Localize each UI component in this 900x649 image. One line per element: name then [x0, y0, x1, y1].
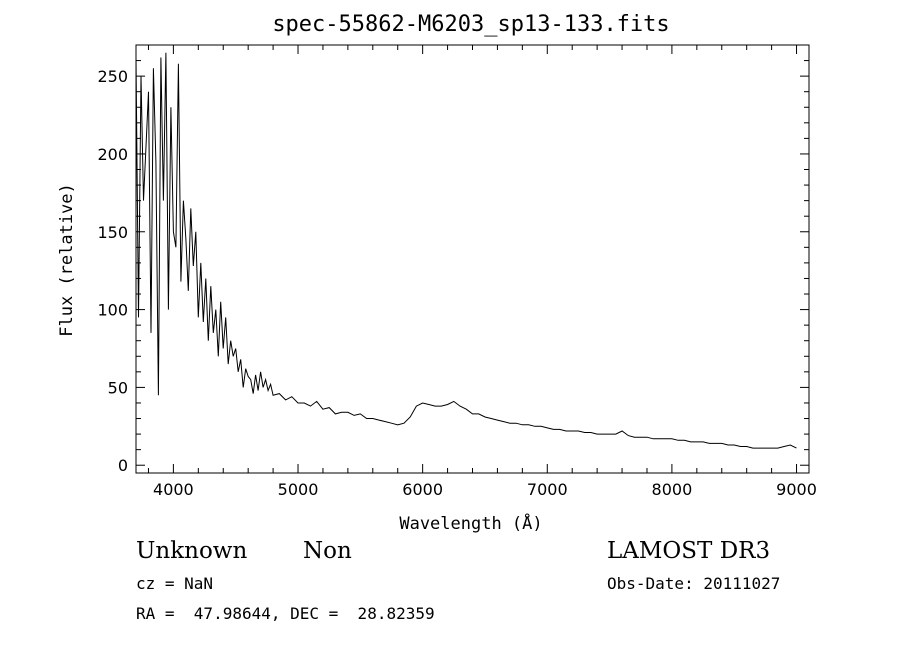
x-tick-label: 8000: [652, 480, 693, 499]
y-tick-label: 150: [97, 223, 128, 242]
y-tick-label: 50: [108, 378, 128, 397]
x-tick-label: 7000: [527, 480, 568, 499]
x-axis-label: Wavelength (Å): [399, 512, 542, 534]
y-tick-label: 100: [97, 301, 128, 320]
x-tick-label: 5000: [278, 480, 319, 499]
object-subclass: Non: [303, 538, 352, 564]
y-tick-label: 0: [118, 456, 128, 475]
y-tick-label: 200: [97, 145, 128, 164]
object-class: Unknown: [136, 538, 248, 564]
y-tick-label: 250: [97, 67, 128, 86]
x-tick-label: 9000: [776, 480, 817, 499]
coordinates-line: RA = 47.98644, DEC = 28.82359: [136, 604, 435, 623]
x-tick-label: 4000: [153, 480, 194, 499]
tick-labels: 4000 5000 6000 7000 8000 9000 0 50 100 150 200 250: [97, 67, 816, 499]
axis-ticks: [136, 44, 809, 473]
x-tick-label: 6000: [402, 480, 443, 499]
chart-title: spec-55862-M6203_sp13-133.fits: [272, 12, 669, 37]
survey-label: LAMOST DR3: [607, 538, 771, 564]
y-axis-label: Flux (relative): [57, 183, 77, 337]
plot-frame: [135, 44, 810, 474]
spectrum-line: [135, 52, 797, 449]
obs-date-line: Obs-Date: 20111027: [607, 574, 781, 593]
cz-line: cz = NaN: [136, 574, 214, 593]
